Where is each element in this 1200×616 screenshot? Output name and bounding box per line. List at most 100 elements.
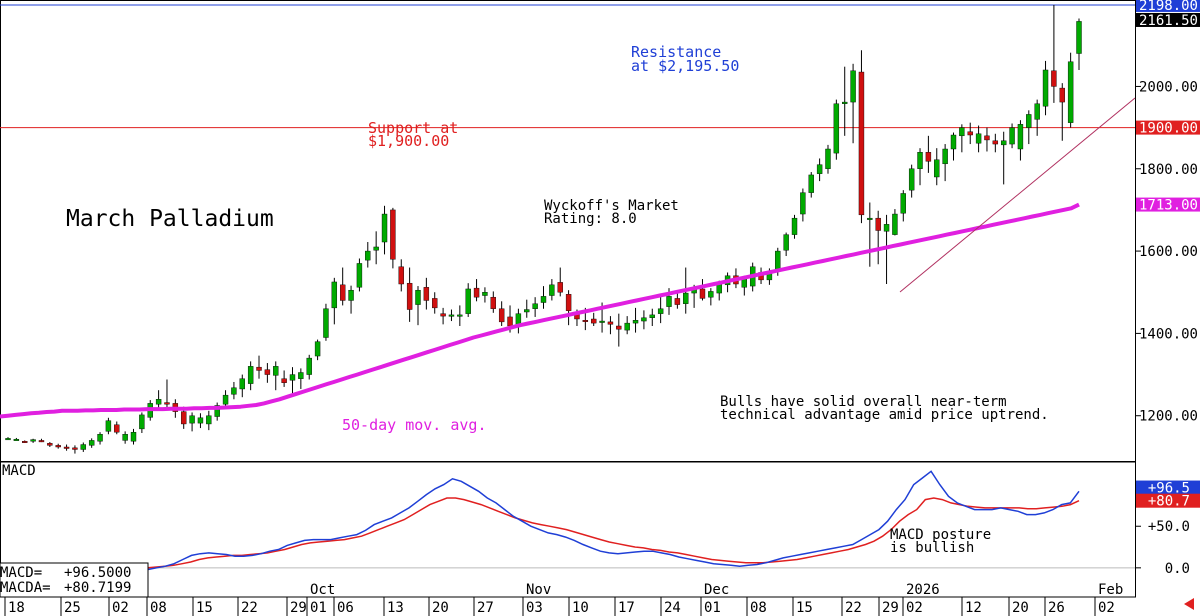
- candle-body: [1026, 114, 1032, 128]
- x-month-label: Oct: [310, 582, 335, 598]
- macd-tag-bg: [1136, 493, 1200, 508]
- resistance-label-line1: Resistance: [631, 43, 721, 61]
- candle-body: [440, 313, 446, 317]
- candle-body: [683, 292, 689, 304]
- readout-macda-value: +80.7199: [64, 580, 131, 596]
- ma-label: 50-day mov. avg.: [342, 416, 487, 434]
- candle-body: [674, 298, 681, 305]
- candle-body: [959, 127, 965, 137]
- price-tag-bg: [1136, 12, 1200, 27]
- x-day-label: 15: [196, 600, 213, 616]
- candle-body: [942, 148, 948, 165]
- candle-body: [1051, 70, 1057, 87]
- candle-body: [925, 152, 932, 162]
- macd-note-line1: MACD posture: [890, 527, 991, 543]
- candle-body: [273, 366, 279, 376]
- candle-body: [984, 135, 990, 141]
- candle-body: [381, 213, 388, 243]
- x-month-label: Dec: [704, 582, 729, 598]
- candle-body: [825, 148, 831, 169]
- x-day-label: 29: [882, 600, 899, 616]
- x-day-label: 25: [64, 600, 81, 616]
- x-day-label: 27: [477, 600, 494, 616]
- candle-body: [339, 284, 346, 301]
- candle-body: [975, 133, 982, 144]
- candle-body: [858, 71, 865, 216]
- candle-body: [247, 366, 254, 384]
- x-month-label: Feb: [1098, 582, 1123, 598]
- candle-body: [13, 438, 20, 441]
- candle-body: [365, 250, 371, 261]
- candle-body: [289, 374, 296, 381]
- candle-body: [38, 440, 45, 443]
- candle-body: [967, 131, 973, 136]
- candle-body: [298, 372, 304, 379]
- support-label-line2: $1,900.00: [368, 132, 449, 150]
- candle-body: [532, 303, 538, 309]
- candle-body: [22, 441, 28, 443]
- candle-body: [1059, 87, 1065, 103]
- candle-body: [222, 394, 229, 405]
- readout-macd-label: MACD=: [0, 565, 42, 581]
- candle-body: [239, 378, 245, 390]
- x-day-label: 29: [290, 600, 307, 616]
- note-line1: Bulls have solid overall near-term: [720, 394, 1007, 410]
- candle-body: [992, 140, 999, 145]
- scroll-left-icon[interactable]: [1184, 598, 1194, 610]
- price-tag-label: 2198.00: [1139, 0, 1198, 14]
- candle-body: [214, 405, 220, 417]
- note-line2: technical advantage amid price uptrend.: [720, 407, 1049, 423]
- rating-label-line1: Wyckoff's Market: [544, 198, 679, 214]
- candle-body: [406, 282, 413, 310]
- candle-body: [390, 209, 396, 260]
- macd-title: MACD: [2, 463, 36, 479]
- candle-body: [323, 308, 329, 338]
- macd-value-tags: +96.5+80.7: [1136, 480, 1200, 510]
- macda-line: [147, 497, 1080, 569]
- x-day-label: 17: [618, 600, 635, 616]
- candle-body: [632, 320, 639, 324]
- ma50-line: [0, 202, 1080, 419]
- candle-body: [808, 174, 814, 193]
- price-tag-label: 2161.50: [1139, 13, 1198, 29]
- candle-body: [507, 316, 513, 327]
- candle-body: [30, 439, 36, 442]
- x-day-labels: 18 25 02 08 15 22 29 01 06 13 20 27 03 10 17 24 01 08 15 22…: [4, 597, 1115, 616]
- candle-body: [490, 296, 496, 309]
- candle-body: [883, 224, 890, 232]
- x-day-label: 20: [1012, 600, 1029, 616]
- candle-body: [105, 420, 112, 432]
- candle-body: [599, 320, 605, 323]
- candle-body: [800, 192, 806, 215]
- macd-y-ticks: +50.0 0.0: [1135, 519, 1190, 577]
- candle-body: [55, 445, 61, 448]
- candle-body: [657, 308, 664, 314]
- price-tag-bg: [1136, 120, 1200, 135]
- macd-readout-box: [0, 562, 149, 598]
- x-day-label: 02: [906, 600, 923, 616]
- x-month-label: Nov: [526, 582, 551, 598]
- candle-body: [482, 292, 488, 296]
- candle-body: [130, 431, 137, 442]
- candle-body: [833, 103, 840, 154]
- price-tag-label: 1713.00: [1139, 198, 1198, 214]
- x-day-label: 24: [664, 600, 681, 616]
- candle-body: [164, 402, 170, 405]
- macd-line: [147, 470, 1080, 571]
- candle-body: [900, 193, 906, 214]
- rating-label-line2: Rating: 8.0: [544, 211, 637, 227]
- x-day-label: 22: [241, 600, 258, 616]
- x-day-label: 01: [704, 600, 721, 616]
- candle-body: [139, 414, 145, 430]
- candle-body: [423, 287, 430, 301]
- candle-body: [256, 366, 262, 371]
- candle-body: [708, 291, 714, 298]
- price-tag-bg: [1136, 0, 1200, 12]
- candle-body: [415, 289, 421, 305]
- candle-body: [155, 399, 162, 405]
- candle-body: [934, 159, 940, 178]
- macd-tick-label: 0.0: [1165, 561, 1190, 577]
- candle-body: [850, 70, 856, 103]
- macd-note-line2: is bullish: [890, 540, 974, 556]
